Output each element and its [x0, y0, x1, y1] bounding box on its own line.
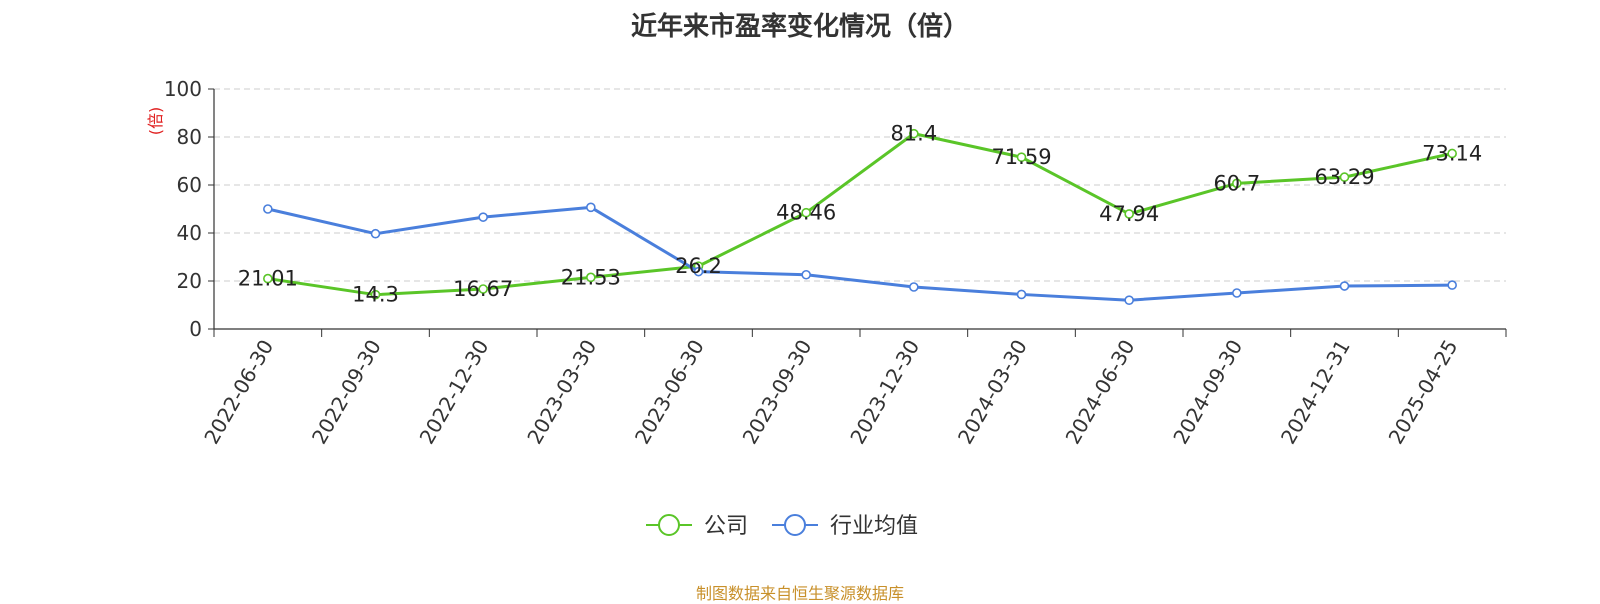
data-point[interactable] — [370, 289, 381, 300]
y-tick-label: 100 — [164, 77, 202, 101]
legend-label: 公司 — [704, 514, 748, 539]
data-label: 63.29 — [1314, 165, 1374, 189]
data-point[interactable] — [801, 207, 811, 218]
x-tick-label: 2022-09-30 — [307, 336, 386, 449]
data-point[interactable] — [586, 272, 596, 283]
legend-item-0[interactable]: 公司 — [646, 514, 748, 539]
series-lines — [263, 128, 1457, 306]
x-tick-label: 2024-06-30 — [1061, 336, 1140, 449]
data-label: 47.94 — [1099, 202, 1159, 226]
data-label: 21.53 — [561, 265, 621, 289]
data-point[interactable] — [1447, 280, 1457, 290]
x-tick-label: 2022-06-30 — [199, 336, 278, 449]
data-point[interactable] — [586, 202, 596, 213]
data-point[interactable] — [1232, 178, 1242, 189]
data-point[interactable] — [1124, 295, 1134, 306]
axes: 0 20 40 60 80 100 (倍) 2022-06-30 2022-09-30 2022-… — [146, 77, 1507, 449]
data-point[interactable] — [263, 273, 273, 284]
y-tick-label: 60 — [177, 173, 202, 197]
y-tick-label: 20 — [177, 269, 202, 293]
chart-title: 近年来市盈率变化情况（倍） — [630, 12, 969, 42]
data-point[interactable] — [693, 266, 704, 277]
data-label: 48.46 — [776, 201, 836, 225]
x-tick-label: 2025-04-25 — [1384, 336, 1463, 449]
y-tick-label: 40 — [177, 221, 202, 245]
data-point[interactable] — [909, 282, 919, 292]
data-point[interactable] — [1447, 148, 1457, 159]
data-label: 71.59 — [991, 145, 1051, 169]
data-label: 60.7 — [1213, 171, 1260, 195]
series-line-0 — [267, 132, 1453, 297]
x-tick-label: 2023-03-30 — [522, 336, 601, 449]
data-point[interactable] — [1232, 288, 1242, 298]
x-tick-label: 2024-09-30 — [1168, 336, 1247, 449]
legend-marker — [784, 514, 806, 536]
data-label: 73.14 — [1422, 141, 1482, 165]
data-point[interactable] — [1339, 281, 1350, 291]
data-labels: 21.01 14.3 16.67 21.53 26.2 48.46 81.4 71.59 47.… — [238, 122, 1482, 307]
data-label: 81.4 — [890, 122, 937, 146]
x-tick-label: 2022-12-30 — [415, 335, 494, 448]
legend-label: 行业均值 — [830, 514, 918, 539]
data-point[interactable] — [1016, 152, 1027, 162]
data-label: 14.3 — [352, 283, 399, 307]
legend-item-1[interactable]: 行业均值 — [772, 514, 918, 539]
legend-marker — [658, 514, 680, 536]
legend: 公司 行业均值 — [646, 514, 918, 539]
data-label: 26.2 — [675, 254, 722, 278]
data-point[interactable] — [1016, 289, 1027, 300]
y-tick-label: 0 — [189, 317, 202, 341]
y-tick-label: 80 — [177, 125, 202, 149]
line-chart: 0 20 40 60 80 100 (倍) 2022-06-30 2022-09-30 2022-… — [146, 77, 1507, 539]
data-label: 21.01 — [238, 267, 298, 291]
grid-lines — [214, 88, 1506, 282]
data-point[interactable] — [370, 228, 381, 239]
x-tick-label: 2023-09-30 — [738, 336, 817, 449]
data-source-note: 制图数据来自恒生聚源数据库 — [695, 584, 904, 603]
data-label: 16.67 — [453, 277, 513, 301]
x-tick-label: 2024-12-31 — [1276, 336, 1355, 449]
data-point[interactable] — [1124, 209, 1134, 219]
series-line-1 — [267, 205, 1453, 302]
data-point[interactable] — [801, 269, 811, 280]
data-point[interactable] — [909, 128, 919, 139]
x-tick-label: 2024-03-30 — [953, 336, 1032, 449]
x-tick-label: 2023-06-30 — [630, 336, 709, 449]
data-point[interactable] — [478, 284, 488, 294]
y-axis-label: (倍) — [146, 107, 165, 136]
data-point[interactable] — [263, 204, 273, 214]
data-point[interactable] — [1339, 172, 1350, 182]
data-point[interactable] — [478, 212, 488, 222]
x-tick-label: 2023-12-30 — [845, 335, 924, 448]
